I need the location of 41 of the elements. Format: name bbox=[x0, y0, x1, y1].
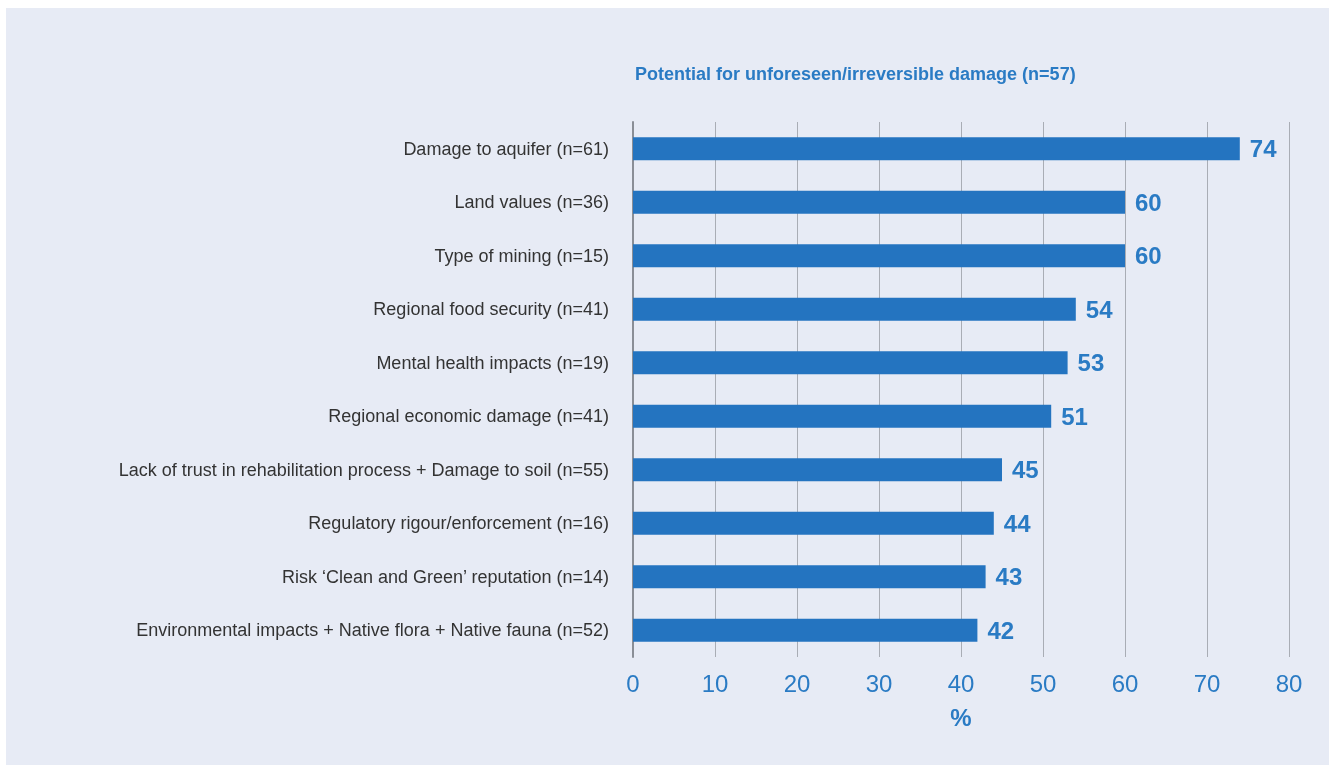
y-tick-label: Type of mining (n=15) bbox=[434, 245, 609, 266]
data-label: 60 bbox=[1135, 188, 1162, 216]
y-tick-label: Land values (n=36) bbox=[454, 192, 609, 213]
y-tick-label: Regulatory rigour/enforcement (n=16) bbox=[308, 513, 609, 534]
bar bbox=[633, 618, 978, 642]
data-label: 42 bbox=[987, 616, 1015, 644]
x-tick-label: 40 bbox=[947, 669, 975, 697]
x-tick-label: 70 bbox=[1193, 669, 1221, 697]
bar bbox=[633, 244, 1125, 268]
bar bbox=[633, 351, 1068, 375]
chart-title: Potential for unforeseen/irreversible damage (n=57) bbox=[635, 64, 1076, 84]
data-label: 60 bbox=[1135, 242, 1162, 270]
bar bbox=[633, 565, 986, 589]
y-tick-label: Regional economic damage (n=41) bbox=[328, 406, 609, 427]
bar bbox=[633, 297, 1076, 321]
x-tick-label: 10 bbox=[701, 669, 729, 697]
data-label: 44 bbox=[1003, 509, 1032, 537]
bar bbox=[633, 137, 1240, 161]
y-tick-label: Damage to aquifer (n=61) bbox=[403, 138, 609, 159]
x-tick-label: 50 bbox=[1029, 669, 1057, 697]
data-label: 53 bbox=[1077, 349, 1105, 377]
x-axis-title: % bbox=[950, 703, 972, 731]
data-label: 43 bbox=[995, 563, 1023, 591]
y-tick-label: Lack of trust in rehabilitation process + Damage to soil (n=55) bbox=[118, 459, 609, 480]
y-tick-label: Environmental impacts + Native flora + Native fauna (n=52) bbox=[136, 620, 609, 641]
x-tick-label: 80 bbox=[1275, 669, 1303, 697]
y-tick-label: Risk ‘Clean and Green’ reputation (n=14) bbox=[281, 566, 609, 587]
x-tick-label: 60 bbox=[1111, 669, 1139, 697]
bar bbox=[633, 458, 1002, 482]
data-label: 74 bbox=[1249, 135, 1278, 163]
y-tick-label: Mental health impacts (n=19) bbox=[376, 352, 609, 373]
x-tick-label: 30 bbox=[865, 669, 893, 697]
bar bbox=[633, 404, 1052, 428]
data-label: 45 bbox=[1012, 456, 1039, 484]
data-label: 51 bbox=[1061, 402, 1088, 430]
x-tick-label: 20 bbox=[783, 669, 811, 697]
bar bbox=[633, 511, 994, 535]
data-label: 54 bbox=[1085, 295, 1114, 323]
x-tick-label: 0 bbox=[626, 669, 640, 697]
y-tick-label: Regional food security (n=41) bbox=[373, 299, 609, 320]
bar bbox=[633, 190, 1125, 214]
